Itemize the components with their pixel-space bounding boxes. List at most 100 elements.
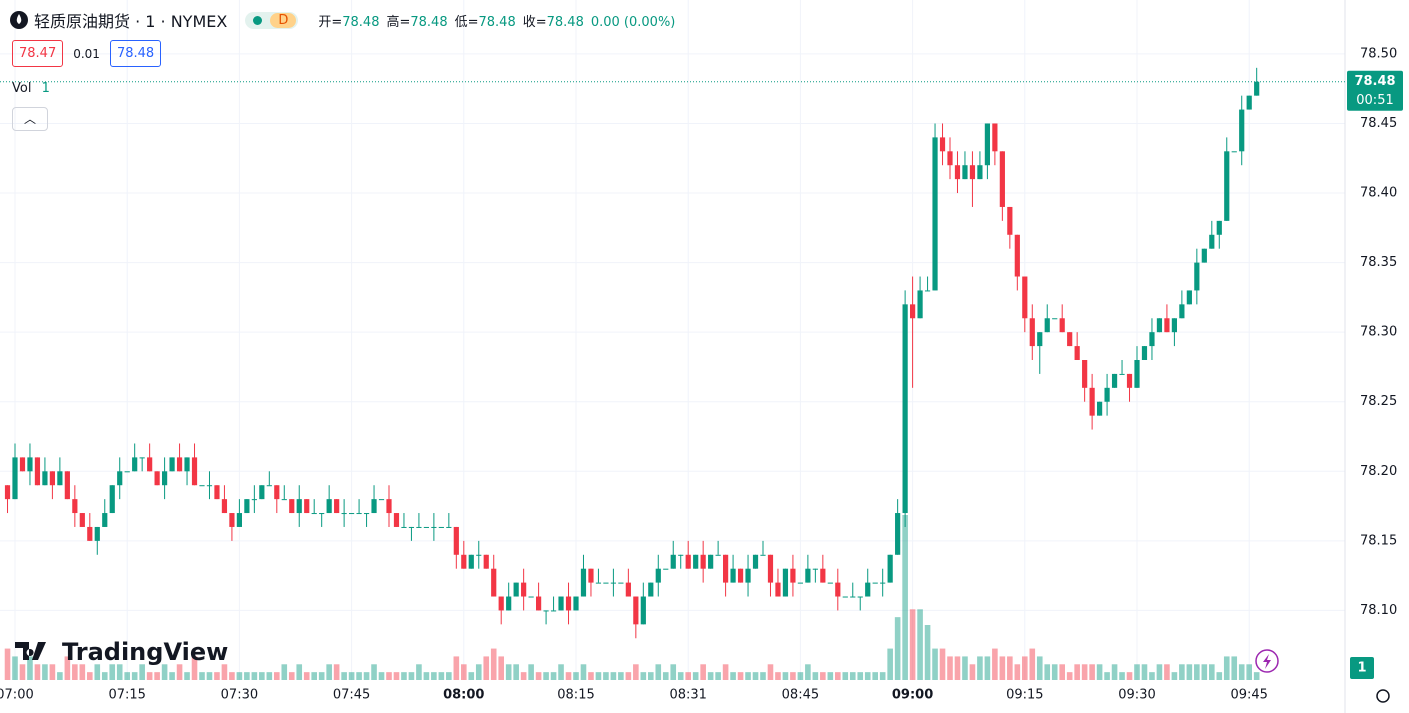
volume-bar bbox=[1014, 664, 1021, 680]
candle-body bbox=[34, 457, 41, 486]
volume-bar bbox=[767, 664, 774, 680]
symbol-title[interactable]: 轻质原油期货 · 1 · NYMEX bbox=[34, 12, 228, 31]
candle-body bbox=[162, 471, 168, 486]
volume-bar bbox=[1216, 672, 1223, 680]
header: 轻质原油期货 · 1 · NYMEX D 开=78.48 高=78.48 低=78.… bbox=[10, 8, 682, 32]
volume-bar bbox=[1179, 664, 1185, 680]
y-tick-label: 78.50 bbox=[1360, 46, 1397, 61]
volume-bar bbox=[737, 672, 744, 680]
volume-bar bbox=[87, 672, 93, 680]
volume-bar bbox=[274, 672, 280, 680]
candle-body bbox=[1164, 318, 1170, 333]
candle-body bbox=[221, 499, 228, 514]
ohlc-label: 低= bbox=[454, 14, 479, 30]
volume-bar bbox=[1096, 664, 1103, 680]
volume-bar bbox=[1223, 656, 1230, 680]
volume-bar bbox=[827, 672, 834, 680]
volume-bar bbox=[64, 656, 71, 680]
ask[interactable]: 78.48 bbox=[109, 40, 162, 67]
volume-bar bbox=[917, 609, 923, 680]
last-price-label: 78.48 bbox=[1354, 74, 1395, 89]
volume-bar bbox=[206, 672, 213, 680]
candle-body bbox=[124, 471, 130, 473]
volume-bar bbox=[221, 664, 228, 680]
x-tick-label: 08:31 bbox=[669, 688, 706, 703]
settings-button[interactable] bbox=[1376, 689, 1390, 703]
candle-body bbox=[72, 499, 78, 514]
candle-body bbox=[259, 485, 265, 500]
candle-body bbox=[386, 499, 392, 514]
volume-bar bbox=[603, 672, 609, 680]
candle-body bbox=[670, 554, 676, 569]
last-price-box bbox=[1347, 70, 1403, 111]
candle-body bbox=[1134, 360, 1140, 388]
y-tick-label: 78.30 bbox=[1360, 325, 1397, 340]
collapse-button[interactable]: ︿ bbox=[12, 107, 48, 131]
volume-bar bbox=[745, 672, 751, 680]
volume-bar bbox=[401, 672, 407, 680]
candle-body bbox=[334, 499, 340, 514]
candle-body bbox=[745, 568, 751, 583]
candle-body bbox=[969, 165, 976, 180]
volume-bar bbox=[977, 656, 983, 680]
ohlc-label: 开= bbox=[318, 14, 343, 30]
candle-body bbox=[1014, 234, 1020, 277]
volume-bar bbox=[416, 664, 422, 680]
volume-bar bbox=[72, 664, 78, 680]
candle-body bbox=[633, 596, 639, 625]
candle-body bbox=[87, 526, 93, 541]
x-tick-label: 09:45 bbox=[1230, 688, 1267, 703]
volume-bar bbox=[333, 664, 340, 680]
volume-bar bbox=[19, 664, 26, 680]
volume-bar bbox=[633, 664, 639, 680]
candle-body bbox=[902, 304, 908, 514]
candle-body bbox=[1141, 346, 1148, 360]
volume-bar bbox=[558, 664, 564, 680]
bid[interactable]: 78.47 bbox=[12, 40, 64, 67]
status-pill[interactable]: D bbox=[245, 11, 299, 29]
candle-body bbox=[214, 485, 220, 500]
volume-bar bbox=[1029, 648, 1036, 680]
candle-body bbox=[199, 485, 205, 487]
volume-bar bbox=[116, 664, 123, 680]
candle-body bbox=[266, 485, 272, 487]
volume-bar bbox=[670, 664, 677, 680]
volume-bar bbox=[924, 625, 931, 680]
candle-body bbox=[341, 513, 347, 515]
candle-body bbox=[393, 513, 400, 527]
volume-bar bbox=[1051, 664, 1058, 680]
volume-bar bbox=[431, 672, 437, 680]
y-tick-label: 78.10 bbox=[1360, 603, 1397, 618]
volume-bar bbox=[1074, 664, 1080, 680]
volume-bar bbox=[184, 672, 190, 680]
candle-body bbox=[872, 582, 878, 584]
candle-body bbox=[835, 582, 841, 597]
candle-body bbox=[1201, 248, 1207, 263]
volume-bar bbox=[326, 664, 332, 680]
volume-bar bbox=[438, 672, 445, 680]
candle-body bbox=[206, 485, 213, 487]
candle-body bbox=[842, 596, 848, 598]
volume-bar bbox=[57, 672, 63, 680]
candle-body bbox=[999, 151, 1005, 207]
candle-body bbox=[132, 457, 138, 472]
candle-body bbox=[506, 596, 512, 611]
volume-bar bbox=[730, 672, 736, 680]
candle-body bbox=[588, 568, 594, 583]
candle-body bbox=[865, 582, 871, 597]
candle-body bbox=[558, 596, 564, 611]
candle-body bbox=[1171, 318, 1177, 333]
candle-body bbox=[349, 513, 355, 515]
candle-body bbox=[117, 471, 123, 486]
volume-bar bbox=[139, 664, 145, 680]
candle-body bbox=[289, 499, 295, 514]
candle-body bbox=[1231, 151, 1237, 153]
volume-bar bbox=[191, 656, 198, 680]
candle-body bbox=[461, 554, 467, 569]
volume-bar bbox=[984, 656, 991, 680]
candle-body bbox=[4, 485, 11, 500]
volume-bar bbox=[648, 672, 654, 680]
volume-bar bbox=[79, 664, 86, 680]
candle-body bbox=[1156, 318, 1163, 333]
